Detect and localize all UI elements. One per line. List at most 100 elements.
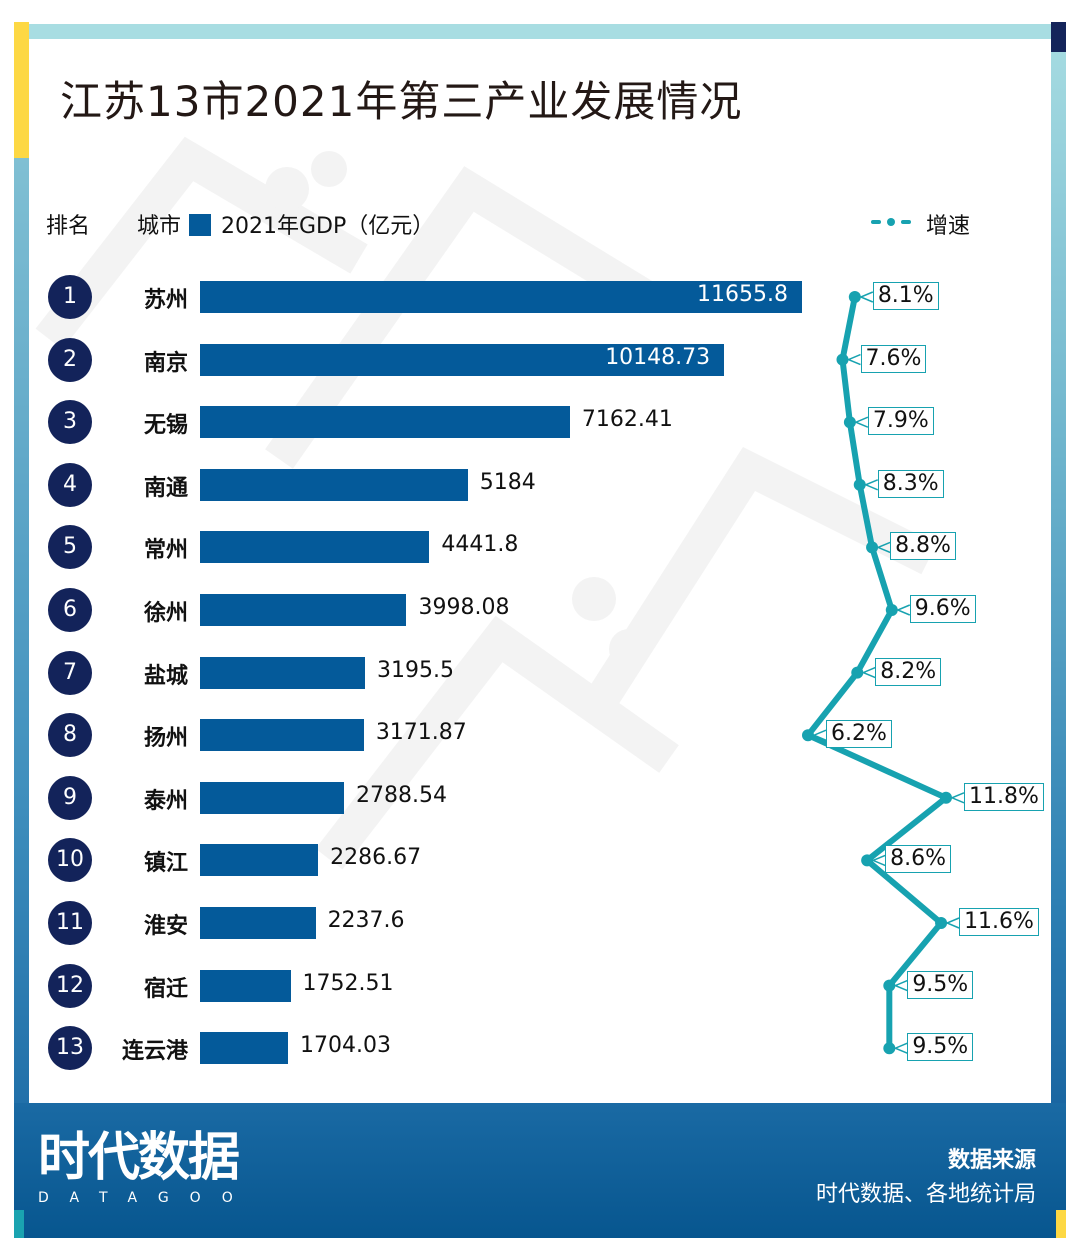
growth-point <box>935 917 948 929</box>
footer-right-accent <box>1056 1210 1066 1238</box>
growth-value-label: 7.9% <box>867 407 934 436</box>
rank-badge: 11 <box>48 901 92 945</box>
rank-badge: 10 <box>48 838 92 883</box>
city-label: 盐城 <box>143 663 188 689</box>
gdp-value-label: 2788.54 <box>356 782 447 808</box>
rank-badge: 3 <box>48 400 92 445</box>
city-column-header: 城市 <box>137 214 182 239</box>
gdp-value-label: 11655.8 <box>697 282 788 307</box>
gdp-value-label: 10148.73 <box>605 344 711 370</box>
growth-label-pointer <box>863 479 879 491</box>
growth-point <box>853 478 866 491</box>
growth-value-label: 11.6% <box>959 908 1039 936</box>
frame-top-border <box>15 24 1055 39</box>
gdp-value-label: 5184 <box>479 469 536 495</box>
gdp-bar <box>200 781 345 814</box>
growth-point <box>851 666 864 679</box>
gdp-bar <box>200 656 366 689</box>
growth-point <box>866 541 879 554</box>
city-label: 苏州 <box>143 288 188 313</box>
gdp-bar <box>200 594 407 626</box>
gdp-bar <box>200 969 291 1002</box>
bar-row: 9 泰州 2788.54 <box>0 773 1080 823</box>
source-text: 时代数据、各地统计局 <box>815 1182 1036 1207</box>
frame-left-accent <box>14 22 29 158</box>
city-label: 无锡 <box>143 413 188 439</box>
bar-row: 10 镇江 2286.67 <box>0 835 1080 885</box>
growth-label-pointer <box>853 416 869 428</box>
growth-value-label: 8.8% <box>890 532 956 561</box>
gdp-bar <box>200 468 468 501</box>
city-label: 宿迁 <box>143 976 188 1002</box>
rank-badge: 9 <box>48 775 92 820</box>
gdp-bar <box>200 531 430 564</box>
city-label: 徐州 <box>143 601 188 626</box>
city-label: 泰州 <box>143 788 188 814</box>
gdp-bar <box>200 281 802 313</box>
rank-badge: 8 <box>48 713 92 758</box>
growth-point <box>802 729 814 742</box>
bar-row: 13 连云港 1704.03 <box>0 1023 1080 1073</box>
growth-legend-label: 增速 <box>926 214 971 239</box>
gdp-value-label: 4441.8 <box>441 532 519 558</box>
growth-point <box>848 291 861 303</box>
frame-left-border <box>14 22 29 1122</box>
growth-label-pointer <box>871 854 886 867</box>
city-label: 南通 <box>143 475 188 501</box>
gdp-value-label: 1752.51 <box>302 970 394 996</box>
gdp-legend: 城市 2021年GDP（亿元） <box>137 208 434 240</box>
gdp-value-label: 1704.03 <box>300 1033 391 1059</box>
growth-label-pointer <box>893 979 908 992</box>
growth-label-pointer <box>861 666 876 679</box>
growth-value-label: 9.6% <box>909 595 976 623</box>
rank-badge: 2 <box>48 337 92 382</box>
gdp-bar <box>200 719 364 752</box>
growth-value-label: 8.3% <box>877 469 944 498</box>
growth-point <box>836 353 849 366</box>
bar-row: 5 常州 4441.8 <box>0 522 1080 572</box>
bar-row: 12 宿迁 1752.51 <box>0 961 1080 1011</box>
growth-value-label: 8.2% <box>875 657 942 686</box>
gdp-value-label: 3998.08 <box>418 595 510 620</box>
growth-label-pointer <box>876 541 891 554</box>
gdp-value-label: 2286.67 <box>330 845 422 871</box>
rank-column-header: 排名 <box>46 214 91 239</box>
growth-label-pointer <box>945 917 960 929</box>
gdp-value-label: 3171.87 <box>375 720 467 746</box>
source-title: 数据来源 <box>947 1148 1036 1173</box>
gdp-value-label: 7162.41 <box>581 407 673 433</box>
rank-badge: 6 <box>48 588 92 632</box>
bar-row: 8 扬州 3171.87 <box>0 710 1080 760</box>
growth-label-pointer <box>950 792 965 804</box>
bar-legend-swatch <box>189 214 212 236</box>
frame-right-accent <box>1051 22 1066 52</box>
gdp-legend-label: 2021年GDP（亿元） <box>221 214 435 239</box>
city-label: 镇江 <box>143 851 188 877</box>
rank-badge: 12 <box>48 963 92 1008</box>
bar-row: 2 南京 10148.73 <box>0 335 1080 385</box>
rank-badge: 4 <box>48 462 92 507</box>
city-label: 淮安 <box>143 914 188 939</box>
growth-label-pointer <box>858 291 874 303</box>
line-legend-icon <box>871 218 911 226</box>
gdp-bar <box>200 343 725 376</box>
frame-right-border <box>1051 22 1066 1122</box>
city-label: 连云港 <box>121 1039 188 1065</box>
gdp-bar <box>200 844 319 877</box>
city-label: 常州 <box>143 538 188 564</box>
bar-row: 11 淮安 2237.6 <box>0 898 1080 948</box>
city-label: 扬州 <box>143 726 188 752</box>
bar-row: 7 盐城 3195.5 <box>0 648 1080 698</box>
gdp-value-label: 3195.5 <box>377 657 455 683</box>
rank-badge: 7 <box>48 650 92 695</box>
growth-value-label: 6.2% <box>826 720 892 749</box>
growth-point <box>940 791 952 804</box>
gdp-bar <box>200 1032 288 1065</box>
footer-left-accent <box>14 1210 24 1238</box>
bar-row: 3 无锡 7162.41 <box>0 397 1080 447</box>
gdp-bar <box>200 406 570 439</box>
growth-point <box>883 979 896 992</box>
brand-logo-subtitle: DATAGOO <box>38 1190 254 1206</box>
page-title: 江苏13市2021年第三产业发展情况 <box>60 77 743 126</box>
